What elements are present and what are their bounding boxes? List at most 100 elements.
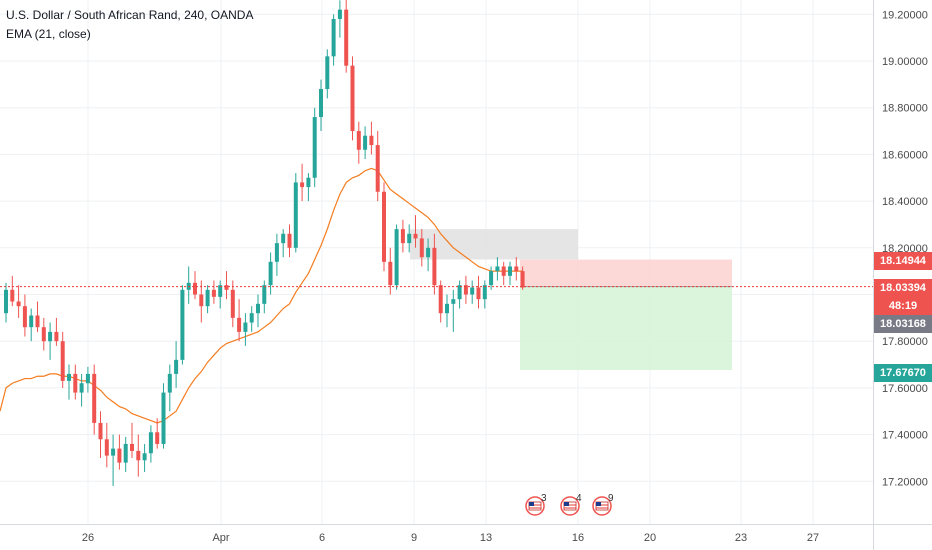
candle	[167, 364, 172, 412]
price-tick-label: 18.40000	[882, 196, 928, 208]
candle	[400, 219, 405, 253]
candle-body	[520, 271, 525, 288]
candle	[495, 257, 500, 281]
candle-body	[67, 373, 71, 381]
time-tick-label: 26	[82, 532, 94, 544]
candle	[4, 282, 8, 323]
current-price-badge: 18.03394	[874, 279, 932, 297]
candle-body	[29, 315, 34, 328]
candle-body	[319, 89, 323, 118]
candle-body	[281, 233, 286, 244]
candle-body	[419, 238, 424, 258]
symbol-title: U.S. Dollar / South African Rand, 240, O…	[6, 8, 254, 22]
candle-body	[230, 289, 235, 318]
ema-indicator-label: EMA (21, close)	[6, 27, 91, 41]
candle-body	[489, 271, 494, 286]
candle-body	[508, 266, 512, 276]
candle-body	[205, 289, 210, 307]
candle	[476, 275, 481, 309]
us-flag-icon[interactable]: 4	[560, 493, 582, 516]
candle-body	[60, 341, 65, 381]
candle	[312, 107, 317, 188]
candle	[413, 215, 418, 248]
candle-body	[463, 285, 468, 295]
candle	[123, 436, 128, 472]
candle-body	[41, 327, 46, 342]
candle-body	[482, 285, 487, 300]
candle	[344, 0, 349, 73]
candle	[501, 261, 506, 286]
price-tick-label: 18.80000	[882, 103, 928, 115]
candle	[489, 266, 494, 290]
event-markers[interactable]: 3 4 9	[525, 493, 614, 516]
candle-body	[400, 229, 405, 244]
candle	[331, 14, 336, 66]
us-flag-icon[interactable]: 3	[525, 493, 547, 516]
candle	[230, 280, 235, 328]
candle-body	[35, 315, 40, 328]
candle-body	[382, 191, 386, 262]
candle	[180, 285, 185, 365]
time-tick-label: 13	[480, 532, 492, 544]
candle-body	[16, 301, 21, 307]
candle-body	[413, 233, 418, 239]
ema-line	[0, 167, 523, 424]
candle	[281, 229, 286, 258]
candle-body	[426, 247, 431, 258]
candle	[375, 131, 380, 202]
candle	[111, 434, 116, 486]
candle	[98, 411, 103, 458]
position-zones[interactable]	[410, 229, 732, 370]
time-tick-label: 16	[572, 532, 584, 544]
candle-body	[193, 282, 197, 295]
candle	[363, 126, 368, 160]
candle	[136, 434, 141, 477]
candle	[85, 366, 90, 393]
stop-zone[interactable]	[520, 259, 732, 287]
candle-body	[356, 131, 361, 150]
candle-body	[174, 359, 179, 374]
price-axis[interactable]: 19.20000 19.00000 18.80000 18.60000 18.40000…	[873, 0, 928, 550]
target-top-badge: 18.14944	[874, 252, 932, 270]
us-flag-icon[interactable]: 9	[592, 493, 614, 516]
candle-body	[167, 373, 172, 393]
candle-body	[514, 266, 519, 272]
event-count: 4	[576, 493, 582, 504]
candle-body	[161, 392, 166, 444]
price-tick-label: 17.60000	[882, 383, 928, 395]
candle-body	[148, 432, 153, 454]
price-tick-label: 18.20000	[882, 243, 928, 255]
candle-body	[10, 289, 15, 302]
candle-body	[407, 233, 412, 244]
candle	[224, 271, 229, 300]
candle	[407, 224, 412, 253]
price-tick-label: 17.40000	[882, 430, 928, 442]
candle	[186, 266, 191, 304]
candle-body	[268, 261, 273, 286]
candle	[211, 280, 216, 304]
candle	[67, 364, 71, 400]
candle-body	[180, 289, 185, 360]
price-tick-label: 17.20000	[882, 476, 928, 488]
candle	[60, 331, 65, 388]
candle	[54, 317, 59, 346]
candle-body	[249, 313, 254, 323]
range-zone[interactable]	[410, 229, 578, 260]
candle	[148, 425, 153, 463]
candle-body	[136, 450, 141, 461]
candle-body	[476, 287, 481, 300]
candle-body	[451, 299, 456, 304]
candle	[117, 434, 122, 470]
candle	[29, 308, 34, 342]
time-tick-label: 27	[807, 532, 819, 544]
candle	[350, 56, 355, 141]
candle	[130, 422, 134, 458]
time-axis[interactable]: 26 Apr 6 9 13 16 20 23 27	[0, 524, 932, 545]
price-tick-label: 19.20000	[882, 9, 928, 21]
candle-body	[98, 422, 103, 440]
candle-body	[92, 373, 97, 423]
candle	[508, 261, 512, 286]
candle	[432, 233, 437, 295]
target-zone[interactable]	[520, 286, 732, 370]
